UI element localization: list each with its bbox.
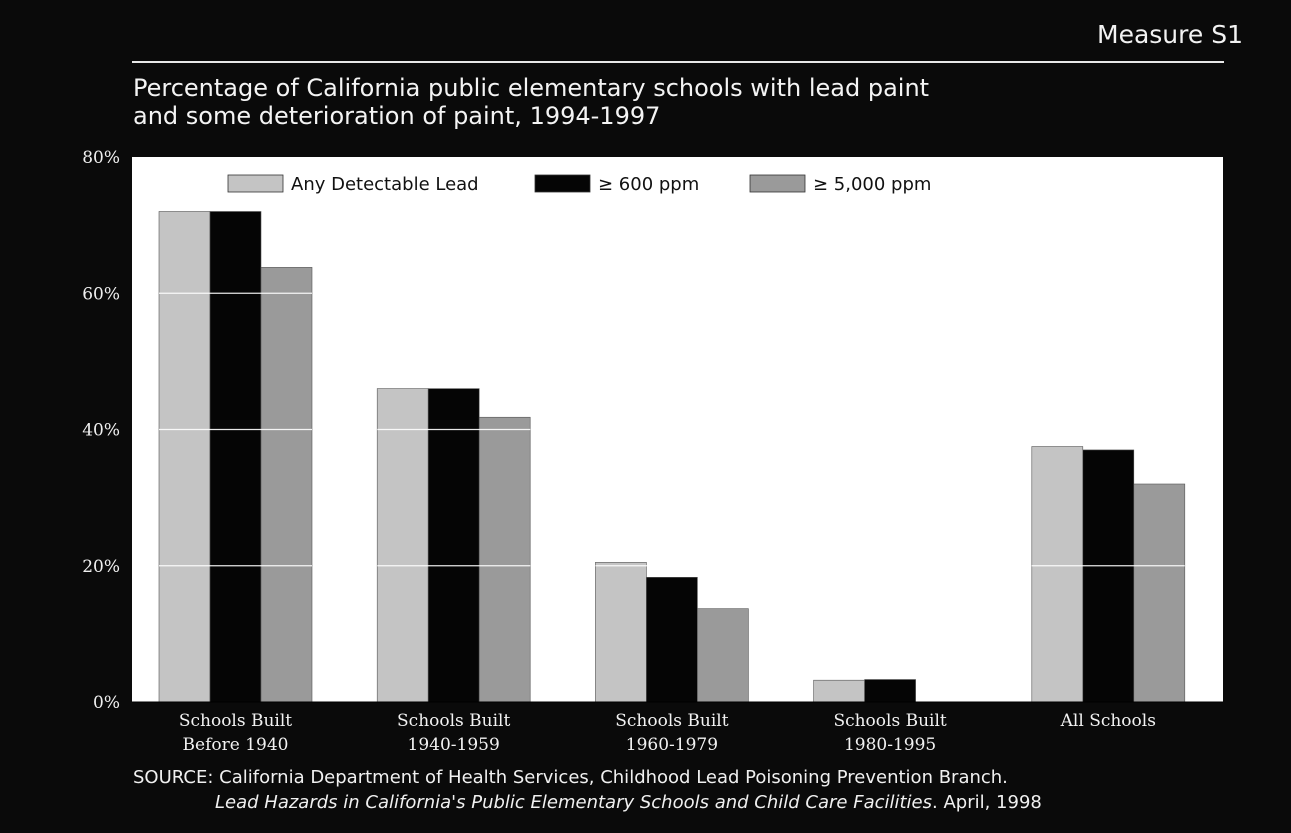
y-tick-label: 80% — [82, 148, 120, 168]
chart-title: Percentage of California public elementa… — [133, 74, 930, 130]
source-publication-title: Lead Hazards in California's Public Elem… — [215, 792, 933, 813]
bar — [1031, 446, 1084, 703]
x-tick-label: Schools Built — [615, 711, 728, 731]
legend-label: Any Detectable Lead — [291, 174, 479, 195]
x-tick-label: Schools Built — [833, 711, 946, 731]
y-tick-label: 0% — [93, 693, 120, 713]
legend-swatch — [227, 174, 284, 193]
bar — [427, 388, 480, 703]
bar — [646, 577, 698, 703]
source-citation: SOURCE: California Department of Health … — [133, 765, 1042, 815]
bar — [595, 562, 647, 703]
bar — [813, 679, 865, 703]
x-tick-label: 1960-1979 — [626, 735, 718, 755]
bar — [697, 608, 749, 703]
bar — [478, 416, 531, 703]
source-publication-date: . April, 1998 — [932, 792, 1042, 813]
legend-label: ≥ 600 ppm — [598, 174, 699, 195]
header-rule — [132, 61, 1224, 63]
measure-label: Measure S1 — [1097, 20, 1243, 49]
x-tick-label: 1940-1959 — [408, 735, 500, 755]
bar — [376, 388, 429, 703]
legend-swatch — [749, 174, 806, 193]
bar — [1133, 483, 1186, 703]
legend-label: ≥ 5,000 ppm — [813, 174, 931, 195]
x-tick-label: 1980-1995 — [844, 735, 936, 755]
y-tick-label: 20% — [82, 557, 120, 577]
bar — [1082, 449, 1135, 703]
x-tick-label: Schools Built — [397, 711, 510, 731]
x-tick-label: All Schools — [1060, 711, 1156, 731]
y-tick-label: 40% — [82, 421, 120, 441]
source-label: SOURCE: — [133, 767, 214, 788]
bar — [209, 211, 262, 703]
y-tick-label: 60% — [82, 284, 120, 304]
legend-swatch — [534, 174, 591, 193]
x-tick-label: Schools Built — [179, 711, 292, 731]
bar — [864, 679, 916, 703]
x-tick-label: Before 1940 — [183, 735, 289, 755]
bar — [158, 211, 211, 703]
bar — [260, 267, 313, 703]
source-line-1: California Department of Health Services… — [219, 767, 1008, 788]
